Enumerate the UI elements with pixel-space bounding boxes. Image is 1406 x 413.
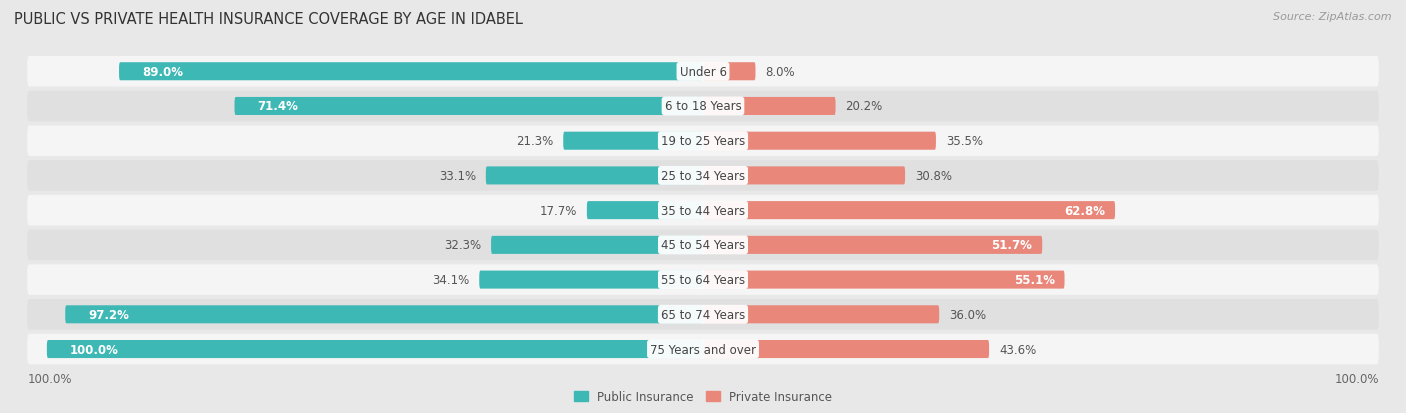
FancyBboxPatch shape: [27, 161, 1379, 191]
Text: 71.4%: 71.4%: [257, 100, 298, 113]
FancyBboxPatch shape: [703, 167, 905, 185]
FancyBboxPatch shape: [703, 202, 1115, 220]
FancyBboxPatch shape: [703, 271, 1064, 289]
Text: 43.6%: 43.6%: [998, 343, 1036, 356]
Text: 65 to 74 Years: 65 to 74 Years: [661, 308, 745, 321]
Text: 20.2%: 20.2%: [845, 100, 883, 113]
Text: 97.2%: 97.2%: [89, 308, 129, 321]
FancyBboxPatch shape: [703, 132, 936, 150]
Text: 8.0%: 8.0%: [765, 66, 794, 78]
FancyBboxPatch shape: [27, 57, 1379, 87]
FancyBboxPatch shape: [703, 236, 1042, 254]
Text: 19 to 25 Years: 19 to 25 Years: [661, 135, 745, 148]
Text: 55 to 64 Years: 55 to 64 Years: [661, 273, 745, 286]
Text: 51.7%: 51.7%: [991, 239, 1032, 252]
FancyBboxPatch shape: [564, 132, 703, 150]
FancyBboxPatch shape: [491, 236, 703, 254]
FancyBboxPatch shape: [703, 98, 835, 116]
Text: 100.0%: 100.0%: [70, 343, 118, 356]
Text: 30.8%: 30.8%: [915, 169, 952, 183]
Text: 34.1%: 34.1%: [432, 273, 470, 286]
FancyBboxPatch shape: [27, 230, 1379, 261]
FancyBboxPatch shape: [46, 340, 703, 358]
Text: 100.0%: 100.0%: [27, 372, 72, 385]
Text: 35 to 44 Years: 35 to 44 Years: [661, 204, 745, 217]
FancyBboxPatch shape: [27, 334, 1379, 364]
Text: 89.0%: 89.0%: [142, 66, 183, 78]
Text: 75 Years and over: 75 Years and over: [650, 343, 756, 356]
Text: Under 6: Under 6: [679, 66, 727, 78]
FancyBboxPatch shape: [703, 63, 755, 81]
Legend: Public Insurance, Private Insurance: Public Insurance, Private Insurance: [569, 385, 837, 408]
Text: 100.0%: 100.0%: [1334, 372, 1379, 385]
Text: 32.3%: 32.3%: [444, 239, 481, 252]
FancyBboxPatch shape: [27, 126, 1379, 157]
Text: 6 to 18 Years: 6 to 18 Years: [665, 100, 741, 113]
FancyBboxPatch shape: [703, 306, 939, 323]
Text: 25 to 34 Years: 25 to 34 Years: [661, 169, 745, 183]
FancyBboxPatch shape: [479, 271, 703, 289]
Text: Source: ZipAtlas.com: Source: ZipAtlas.com: [1274, 12, 1392, 22]
FancyBboxPatch shape: [27, 195, 1379, 226]
FancyBboxPatch shape: [703, 340, 988, 358]
Text: 35.5%: 35.5%: [946, 135, 983, 148]
Text: 62.8%: 62.8%: [1064, 204, 1105, 217]
FancyBboxPatch shape: [586, 202, 703, 220]
Text: 33.1%: 33.1%: [439, 169, 477, 183]
Text: 45 to 54 Years: 45 to 54 Years: [661, 239, 745, 252]
FancyBboxPatch shape: [486, 167, 703, 185]
Text: 17.7%: 17.7%: [540, 204, 576, 217]
FancyBboxPatch shape: [27, 265, 1379, 295]
FancyBboxPatch shape: [235, 98, 703, 116]
FancyBboxPatch shape: [27, 299, 1379, 330]
FancyBboxPatch shape: [65, 306, 703, 323]
Text: 36.0%: 36.0%: [949, 308, 986, 321]
Text: 21.3%: 21.3%: [516, 135, 554, 148]
FancyBboxPatch shape: [27, 91, 1379, 122]
FancyBboxPatch shape: [120, 63, 703, 81]
Text: PUBLIC VS PRIVATE HEALTH INSURANCE COVERAGE BY AGE IN IDABEL: PUBLIC VS PRIVATE HEALTH INSURANCE COVER…: [14, 12, 523, 27]
Text: 55.1%: 55.1%: [1014, 273, 1054, 286]
